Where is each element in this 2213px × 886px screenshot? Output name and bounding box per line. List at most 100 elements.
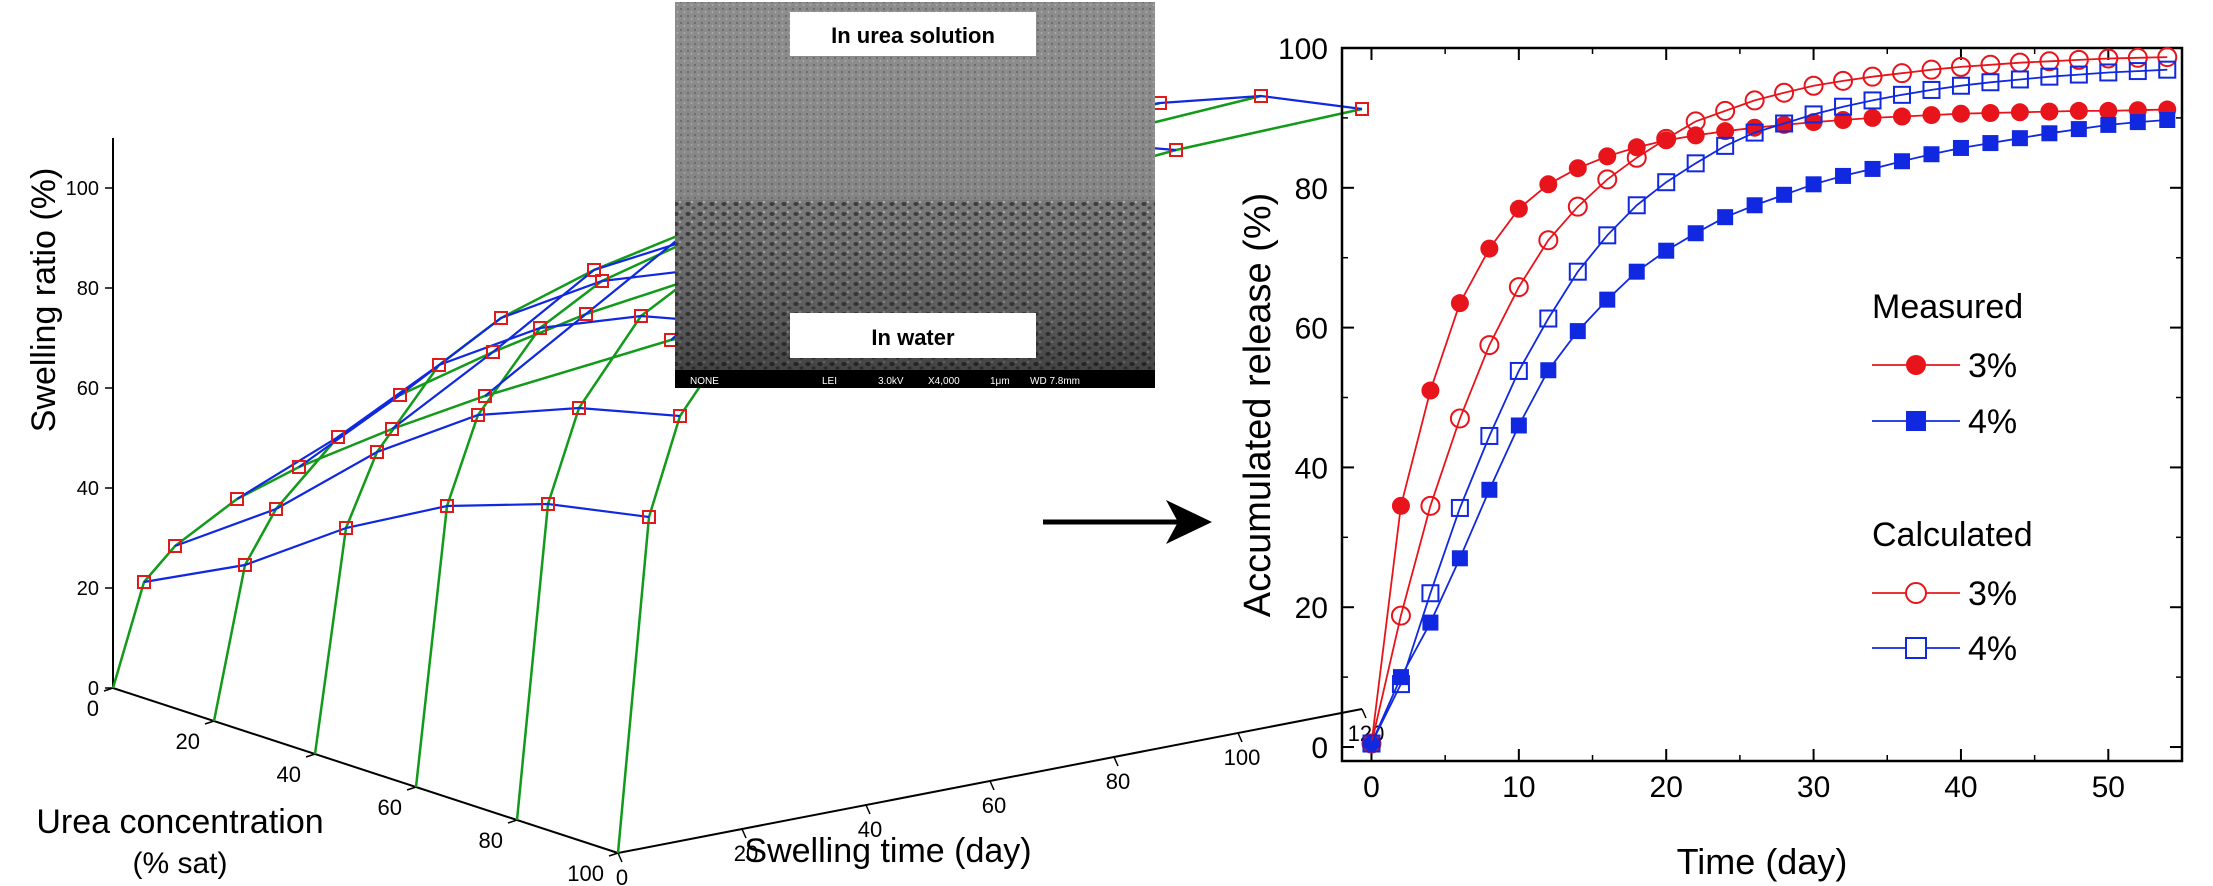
release-x-tick-label: 10 [1502, 771, 1535, 804]
sem-depth-shading [675, 2, 1155, 370]
surface-data-point [385, 422, 399, 436]
release-y-axis-label: Accumulated release (%) [1237, 193, 1279, 618]
release-point-measured-3pct [1509, 199, 1528, 218]
release-point-calculated-4pct [1745, 123, 1764, 142]
surface-data-point [673, 409, 687, 423]
release-point-measured-3pct [1922, 106, 1941, 125]
release-point-measured-4pct [1835, 167, 1852, 184]
release-point-measured-3pct [1775, 115, 1794, 134]
surface-data-point [331, 430, 345, 444]
release-point-calculated-4pct [2069, 65, 2088, 84]
sem-info-item: X4,000 [928, 376, 960, 387]
legend-measured-3pct: 3% [1872, 347, 2017, 385]
release-point-calculated-3pct [2039, 51, 2060, 72]
release-point-measured-3pct [2099, 101, 2118, 120]
surface-y-axis-label: Swelling time (day) [744, 832, 1031, 870]
release-point-calculated-3pct [1508, 277, 1529, 298]
surface-y-tick-label: 0 [616, 865, 628, 886]
release-x-tick-label: 20 [1650, 771, 1683, 804]
release-point-calculated-4pct [1893, 85, 1911, 104]
release-point-calculated-4pct [1922, 80, 1941, 99]
sem-info-item: 3.0kV [878, 376, 904, 387]
release-point-calculated-3pct [1449, 408, 1470, 429]
release-x-tick-label: 0 [1363, 771, 1380, 804]
sem-info-item: NONE [690, 376, 719, 387]
release-point-measured-4pct [1481, 481, 1498, 498]
release-point-calculated-4pct [2099, 63, 2118, 82]
sem-top-label: In urea solution [831, 23, 995, 48]
release-point-measured-4pct [1746, 197, 1763, 214]
release-point-measured-4pct [1894, 153, 1910, 170]
release-point-calculated-3pct [1390, 605, 1411, 626]
release-point-measured-3pct [1716, 122, 1735, 141]
release-point-measured-3pct [2069, 101, 2088, 120]
release-point-calculated-4pct [1509, 361, 1528, 380]
surface-data-point [440, 499, 454, 513]
release-point-measured-3pct [1598, 147, 1617, 166]
release-point-measured-4pct [1717, 209, 1734, 226]
release-point-measured-4pct [1422, 614, 1439, 631]
release-point-calculated-4pct [1951, 76, 1970, 95]
release-point-calculated-4pct [1686, 154, 1705, 173]
release-point-calculated-4pct [2158, 60, 2177, 79]
legend-measured-4pct: 4% [1872, 403, 2017, 441]
release-point-measured-4pct [1628, 263, 1645, 280]
surface-x-tick-label: 40 [277, 762, 301, 787]
release-point-calculated-3pct [1479, 335, 1500, 356]
sem-top-label-box [790, 12, 1036, 56]
surface-data-point [471, 408, 485, 422]
surface-data-point [1254, 89, 1268, 103]
release-point-measured-3pct [1539, 175, 1558, 194]
release-point-measured-4pct [1599, 291, 1616, 308]
release-point-calculated-4pct [2128, 62, 2147, 81]
surface-z-axis-label: Swelling ratio (%) [25, 168, 63, 433]
release-y-tick-label: 100 [1278, 33, 1328, 66]
surface-z-tick-label: 80 [77, 278, 99, 300]
release-point-measured-4pct [1451, 550, 1468, 567]
surface-z-tick-label: 60 [77, 378, 99, 400]
legend-calculated-title: Calculated [1872, 516, 2033, 554]
surface-data-point [230, 492, 244, 506]
release-point-calculated-4pct [1981, 73, 2000, 92]
release-series-line [1370, 68, 2168, 744]
surface-x-tick-mark [305, 753, 316, 758]
surface-data-point [137, 575, 151, 589]
surface-z-tick-label: 100 [66, 178, 99, 200]
release-point-measured-4pct [2159, 111, 2176, 128]
release-chart: 0 10 20 30 40 50 0 20 40 60 80 100 Time (day) Accum… [1237, 33, 2184, 882]
release-point-measured-3pct [1893, 107, 1911, 126]
release-series-line [1370, 119, 2168, 744]
release-point-measured-4pct [1776, 186, 1793, 203]
surface-x-axis-label-line1: Urea concentration [36, 803, 323, 841]
release-point-calculated-3pct [1892, 63, 1912, 84]
release-point-measured-3pct [1951, 104, 1970, 123]
release-point-calculated-4pct [1421, 584, 1440, 603]
release-point-measured-4pct [1540, 362, 1557, 379]
surface-data-point [541, 497, 555, 511]
release-x-tick-label: 30 [1797, 771, 1830, 804]
sem-bottom-label: In water [871, 325, 955, 350]
legend-calculated-3pct: 3% [1872, 575, 2017, 613]
surface-data-point [533, 321, 547, 335]
legend-measured-title: Measured [1872, 288, 2023, 326]
surface-z-tick-label: 0 [88, 678, 99, 700]
surface-x-tick-label: 80 [479, 828, 503, 853]
release-point-measured-3pct [1834, 110, 1853, 129]
release-point-measured-3pct [1981, 104, 2000, 123]
release-point-measured-3pct [2010, 103, 2029, 122]
release-point-calculated-3pct [1420, 495, 1441, 516]
release-point-calculated-3pct [2157, 47, 2178, 68]
release-x-tick-label: 40 [1944, 771, 1977, 804]
surface-data-point [486, 345, 500, 359]
surface-data-point [393, 388, 407, 402]
release-point-measured-3pct [1686, 126, 1705, 145]
surface-data-point [587, 263, 601, 277]
release-point-measured-3pct [1391, 496, 1410, 515]
surface-y-tick-label: 60 [982, 793, 1006, 818]
release-point-calculated-3pct [1685, 111, 1706, 132]
surface-z-tick-label: 20 [77, 578, 99, 600]
release-point-measured-4pct [1864, 160, 1881, 177]
surface-y-tick-mark [989, 780, 995, 791]
surface-y-tick-label: 80 [1106, 769, 1130, 794]
